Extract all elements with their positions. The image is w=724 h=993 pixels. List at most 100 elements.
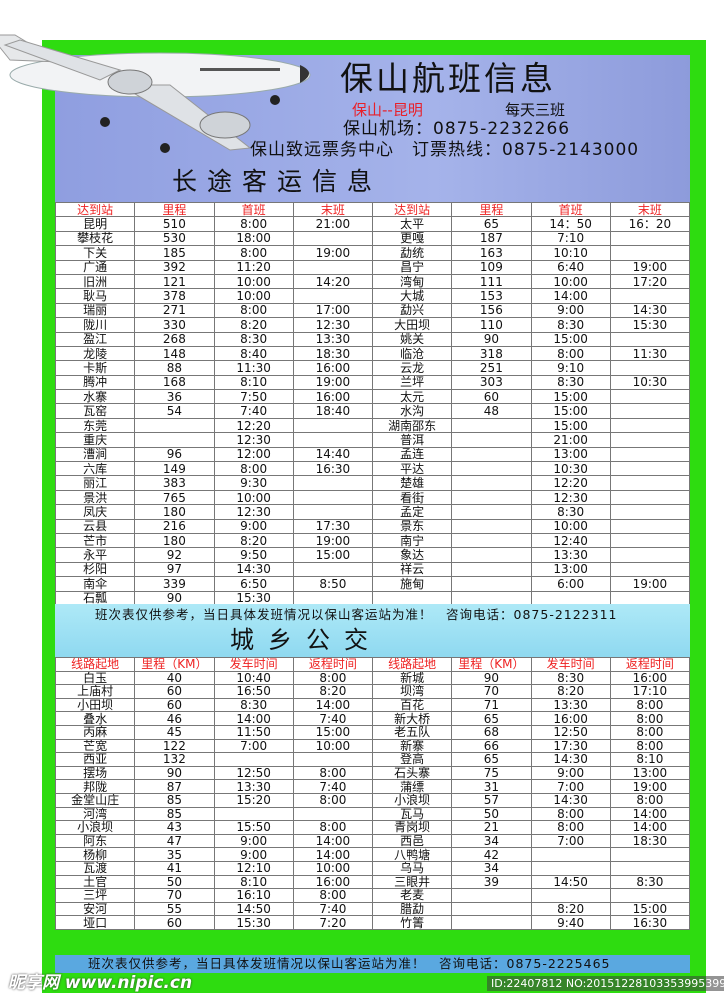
table-cell: 12:20 xyxy=(213,417,294,434)
table-cell: 57 xyxy=(451,792,532,808)
table-cell: 187 xyxy=(451,230,532,247)
table-cell: 六库 xyxy=(54,461,136,477)
table-row: 永平 92 9:50 15:00 象达 13:30 xyxy=(54,547,691,563)
table-cell: 383 xyxy=(134,475,215,491)
table-cell: 21:00 xyxy=(292,216,374,232)
column-header: 末班 xyxy=(292,201,374,218)
table-cell: 施甸 xyxy=(371,576,453,592)
table-cell: 8:00 xyxy=(213,461,294,477)
table-cell xyxy=(609,403,691,419)
table-cell xyxy=(451,432,532,448)
table-cell: 水寨 xyxy=(54,389,136,405)
table-cell: 勐统 xyxy=(371,245,453,261)
table-row: 小田坝 60 8:30 14:00 百花 71 13:30 8:00 xyxy=(54,697,691,713)
table-cell: 41 xyxy=(134,860,215,876)
table-cell: 36 xyxy=(134,389,215,405)
table-cell: 8:30 xyxy=(530,317,611,333)
table-row: 旧洲 121 10:00 14:20 湾甸 111 10:00 17:20 xyxy=(54,273,691,290)
table-cell: 13:00 xyxy=(530,561,611,578)
table-cell: 19:00 xyxy=(292,532,374,549)
table-cell: 湾甸 xyxy=(371,273,453,290)
column-header: 末班 xyxy=(609,201,691,218)
table-cell: 14:00 xyxy=(292,847,374,862)
table-cell xyxy=(609,389,691,405)
table-cell: 普洱 xyxy=(371,432,453,448)
table-cell: 景洪 xyxy=(54,489,136,506)
table-cell xyxy=(451,417,532,434)
table-cell: 8:00 xyxy=(213,216,294,232)
table-cell: 芒市 xyxy=(54,532,136,549)
table-cell: 17:30 xyxy=(530,738,611,754)
table-row: 南伞 339 6:50 8:50 施甸 6:00 19:00 xyxy=(54,576,691,592)
table-cell: 11:50 xyxy=(213,724,294,740)
table-cell: 14:00 xyxy=(292,697,374,713)
table-row: 白玉 40 10:40 8:00 新城 90 8:30 16:00 xyxy=(54,670,691,686)
table-cell: 土官 xyxy=(54,874,136,890)
notice-band xyxy=(55,604,690,657)
table-cell xyxy=(451,446,532,463)
table-cell xyxy=(451,915,532,930)
table-cell: 芒宽 xyxy=(54,738,136,754)
long-distance-notice: 班次表仅供参考，当日具体发班情况以保山客运站为准！ 咨询电话：0875-2122… xyxy=(95,607,618,622)
table-cell: 垭口 xyxy=(54,915,136,930)
table-cell: 7:00 xyxy=(530,833,611,849)
table-cell: 19:00 xyxy=(292,245,374,261)
table-cell: 卡斯 xyxy=(54,360,136,376)
table-cell: 8:20 xyxy=(292,684,374,699)
table-cell xyxy=(292,561,374,578)
table-cell: 8:30 xyxy=(530,374,611,391)
table-cell xyxy=(609,230,691,247)
table-cell: 13:30 xyxy=(292,331,374,347)
table-cell: 东莞 xyxy=(54,417,136,434)
table-cell: 6:40 xyxy=(530,259,611,275)
table-row: 三坪 70 16:10 8:00 老麦 xyxy=(54,888,691,903)
table-cell: 14:00 xyxy=(609,820,691,835)
table-row: 盈江 268 8:30 13:30 姚关 90 15:00 xyxy=(54,331,691,347)
table-cell: 8:00 xyxy=(609,711,691,726)
table-cell: 48 xyxy=(451,403,532,419)
table-cell: 瓦马 xyxy=(371,806,453,822)
table-cell: 163 xyxy=(451,245,532,261)
table-row: 云县 216 9:00 17:30 景东 10:00 xyxy=(54,518,691,534)
table-cell: 7:50 xyxy=(213,389,294,405)
table-cell: 156 xyxy=(451,302,532,319)
table-cell: 15:00 xyxy=(292,547,374,563)
table-cell: 青岗坝 xyxy=(371,820,453,835)
table-cell xyxy=(213,752,294,767)
long-distance-title: 长途客运信息 xyxy=(172,167,383,196)
table-cell xyxy=(609,461,691,477)
table-cell: 148 xyxy=(134,345,215,362)
table-cell: 平达 xyxy=(371,461,453,477)
table-cell: 12:00 xyxy=(213,446,294,463)
table-cell: 216 xyxy=(134,518,215,534)
table-cell: 叠水 xyxy=(54,711,136,726)
table-cell: 14:00 xyxy=(292,833,374,849)
table-cell: 330 xyxy=(134,317,215,333)
table-row: 卡斯 88 11:30 16:00 云龙 251 9:10 xyxy=(54,360,691,376)
table-cell xyxy=(292,475,374,491)
table-cell: 39 xyxy=(451,874,532,890)
table-cell xyxy=(292,230,374,247)
table-cell xyxy=(213,806,294,822)
table-row: 叠水 46 14:00 7:40 新大桥 65 16:00 8:00 xyxy=(54,711,691,726)
table-row: 芒宽 122 7:00 10:00 新寨 66 17:30 8:00 xyxy=(54,738,691,754)
flight-frequency: 每天三班 xyxy=(505,101,566,119)
table-row: 下关 185 8:00 19:00 勐统 163 10:10 xyxy=(54,245,691,261)
table-cell: 新城 xyxy=(371,670,453,686)
table-row: 重庆 12:30 普洱 21:00 xyxy=(54,432,691,448)
table-cell: 8:30 xyxy=(213,331,294,347)
table-cell: 攀枝花 xyxy=(54,230,136,247)
table-cell: 8:00 xyxy=(609,738,691,754)
table-cell: 安河 xyxy=(54,901,136,917)
table-cell: 16：20 xyxy=(609,216,691,232)
table-cell: 9:30 xyxy=(213,475,294,491)
table-cell: 10:00 xyxy=(292,860,374,876)
table-cell: 97 xyxy=(134,561,215,578)
table-cell: 12:30 xyxy=(213,432,294,448)
table-cell: 11:30 xyxy=(213,360,294,376)
table-cell: 老五队 xyxy=(371,724,453,740)
table-cell: 14：50 xyxy=(530,216,611,232)
table-cell: 12:30 xyxy=(213,504,294,520)
table-cell: 16:00 xyxy=(292,389,374,405)
table-cell: 白玉 xyxy=(54,670,136,686)
